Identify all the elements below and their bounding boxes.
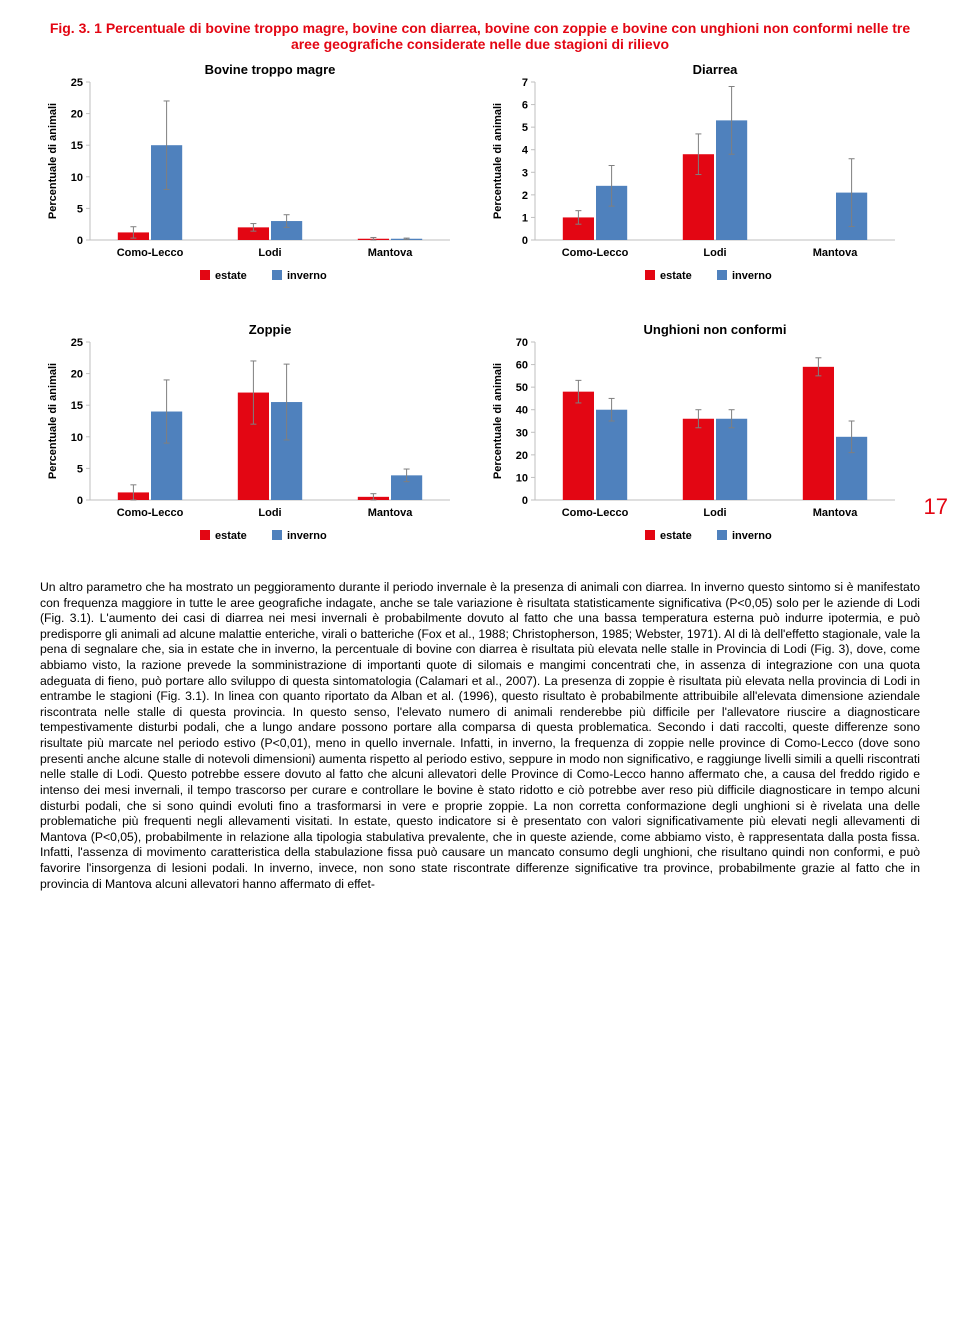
chart-bovine-troppo-magre: 0 5 10 15 20 25 Percentuale di animali Bovine t… bbox=[40, 56, 475, 296]
svg-text:70: 70 bbox=[516, 337, 528, 349]
svg-text:1: 1 bbox=[522, 212, 528, 224]
svg-text:Mantova: Mantova bbox=[813, 247, 859, 259]
page-number: 17 bbox=[924, 494, 948, 520]
svg-text:Mantova: Mantova bbox=[813, 507, 859, 519]
svg-text:0: 0 bbox=[77, 235, 83, 247]
svg-text:Lodi: Lodi bbox=[258, 247, 281, 259]
svg-text:Percentuale di animali: Percentuale di animali bbox=[492, 363, 504, 479]
svg-text:10: 10 bbox=[71, 172, 83, 184]
svg-text:inverno: inverno bbox=[287, 270, 327, 282]
figure-caption: Fig. 3. 1 Percentuale di bovine troppo m… bbox=[40, 20, 920, 52]
chart-unghioni: 0 10 20 30 40 50 60 70 Percentuale di animali Ung… bbox=[485, 316, 920, 556]
svg-text:inverno: inverno bbox=[732, 530, 772, 542]
svg-text:estate: estate bbox=[215, 270, 247, 282]
charts-grid: 0510152025Percentuale di animaliBovine t… bbox=[40, 56, 920, 556]
svg-text:estate: estate bbox=[660, 270, 692, 282]
svg-text:15: 15 bbox=[71, 400, 83, 412]
svg-text:2: 2 bbox=[522, 190, 528, 202]
svg-text:Lodi: Lodi bbox=[703, 507, 726, 519]
svg-text:60: 60 bbox=[516, 360, 528, 372]
svg-text:10: 10 bbox=[71, 432, 83, 444]
svg-text:Mantova: Mantova bbox=[368, 507, 414, 519]
svg-text:3: 3 bbox=[522, 167, 528, 179]
svg-text:30: 30 bbox=[516, 427, 528, 439]
svg-text:5: 5 bbox=[522, 122, 528, 134]
svg-text:0: 0 bbox=[77, 495, 83, 507]
svg-text:20: 20 bbox=[71, 369, 83, 381]
svg-text:Bovine troppo magre: Bovine troppo magre bbox=[205, 62, 336, 77]
svg-text:15: 15 bbox=[71, 140, 83, 152]
svg-text:25: 25 bbox=[71, 337, 83, 349]
svg-text:0: 0 bbox=[522, 495, 528, 507]
caption-prefix: Fig. 3. 1 bbox=[50, 20, 102, 36]
svg-text:10: 10 bbox=[516, 472, 528, 484]
svg-text:Mantova: Mantova bbox=[368, 247, 414, 259]
svg-text:Diarrea: Diarrea bbox=[693, 62, 739, 77]
svg-text:Percentuale di animali: Percentuale di animali bbox=[47, 363, 59, 479]
svg-text:Percentuale di animali: Percentuale di animali bbox=[47, 103, 59, 219]
svg-text:5: 5 bbox=[77, 463, 83, 475]
svg-text:25: 25 bbox=[71, 77, 83, 89]
svg-text:50: 50 bbox=[516, 382, 528, 394]
svg-text:Como-Lecco: Como-Lecco bbox=[562, 247, 629, 259]
svg-text:Unghioni non conformi: Unghioni non conformi bbox=[644, 322, 787, 337]
chart-zoppie: 0 5 10 15 20 25 Percentuale di animali Zoppie Co… bbox=[40, 316, 475, 556]
svg-text:20: 20 bbox=[516, 450, 528, 462]
svg-text:inverno: inverno bbox=[732, 270, 772, 282]
svg-text:20: 20 bbox=[71, 109, 83, 121]
svg-text:4: 4 bbox=[522, 145, 529, 157]
svg-text:Percentuale di animali: Percentuale di animali bbox=[492, 103, 504, 219]
svg-text:estate: estate bbox=[660, 530, 692, 542]
svg-text:inverno: inverno bbox=[287, 530, 327, 542]
svg-text:5: 5 bbox=[77, 203, 83, 215]
svg-text:Lodi: Lodi bbox=[703, 247, 726, 259]
svg-text:Lodi: Lodi bbox=[258, 507, 281, 519]
svg-text:estate: estate bbox=[215, 530, 247, 542]
svg-text:Como-Lecco: Como-Lecco bbox=[117, 247, 184, 259]
caption-desc: Percentuale di bovine troppo magre, bovi… bbox=[106, 20, 910, 52]
chart-diarrea: 0 1 2 3 4 5 6 7 Percentuale di animali Diarrea Com… bbox=[485, 56, 920, 296]
svg-text:40: 40 bbox=[516, 405, 528, 417]
body-text: Un altro parametro che ha mostrato un pe… bbox=[40, 580, 920, 892]
svg-text:Zoppie: Zoppie bbox=[249, 322, 292, 337]
svg-text:0: 0 bbox=[522, 235, 528, 247]
svg-text:Como-Lecco: Como-Lecco bbox=[562, 507, 629, 519]
svg-text:Como-Lecco: Como-Lecco bbox=[117, 507, 184, 519]
svg-text:6: 6 bbox=[522, 100, 528, 112]
svg-text:7: 7 bbox=[522, 77, 528, 89]
body-paragraph: Un altro parametro che ha mostrato un pe… bbox=[40, 580, 920, 892]
